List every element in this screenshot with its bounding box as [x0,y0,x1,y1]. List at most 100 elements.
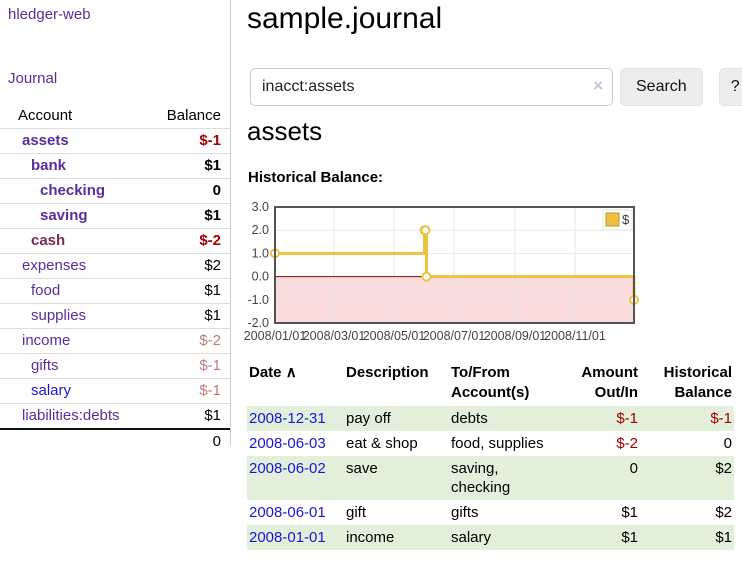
txn-balance-cell: $2 [640,456,734,500]
account-link[interactable]: expenses [22,257,87,274]
account-link[interactable]: income [22,332,71,349]
txn-date-cell: 2008-06-03 [247,431,344,456]
svg-text:2008/09/01: 2008/09/01 [484,329,547,343]
column-header: Amount Out/In [581,364,638,401]
help-button[interactable]: ? [718,68,742,106]
account-link[interactable]: cash [31,232,66,249]
account-link[interactable]: saving [40,207,88,224]
sort-asc-icon[interactable]: ∧ [285,364,297,381]
account-row: food $1 [0,278,230,303]
accounts-table: Account Balance assets $-1 bank $1 checking 0… [0,104,230,454]
search-form: × Search ? [250,68,742,106]
accounts-table-header: Account Balance [0,104,230,128]
account-balance: $-1 [199,357,221,374]
txn-date-link[interactable]: 2008-06-02 [249,460,326,477]
svg-text:2.0: 2.0 [252,223,269,237]
txn-date-cell: 2008-12-31 [247,406,344,431]
txn-accounts-cell: saving, checking [449,456,556,500]
account-row: bank $1 [0,153,230,178]
account-link[interactable]: gifts [31,357,59,374]
transaction-row: 2008-01-01 income salary $1 $1 [247,525,734,550]
search-input[interactable] [250,68,613,106]
account-row: expenses $2 [0,253,230,278]
txn-accounts-cell: food, supplies [451,435,544,452]
txn-date-link[interactable]: 2008-12-31 [249,410,326,427]
account-balance: 0 [212,182,221,199]
accounts-header-account: Account [18,107,73,124]
accounts-total-row: 0 [0,428,230,454]
account-row: gifts $-1 [0,353,230,378]
account-link[interactable]: bank [31,157,67,174]
page-title: sample.journal [247,2,443,35]
account-row: salary $-1 [0,378,230,403]
account-row: income $-2 [0,328,230,353]
account-balance: $-1 [199,132,221,149]
transactions-table: Date ∧ Description To/From Account(s) Amoun… [247,360,734,550]
transaction-row: 2008-06-02 save saving, checking 0 $2 [247,456,734,500]
column-header[interactable]: Date ∧ [249,364,297,381]
column-header: Description [346,364,429,381]
account-link[interactable]: food [31,282,61,299]
account-row: liabilities:debts $1 [0,403,230,428]
account-balance: $1 [204,282,221,299]
svg-text:2008/11/01: 2008/11/01 [544,329,606,343]
txn-balance-cell: $2 [715,504,732,521]
txn-balance-cell: 0 [723,435,732,452]
account-link[interactable]: assets [22,132,69,149]
account-row: saving $1 [0,203,230,228]
txn-balance-cell: $1 [640,525,734,550]
accounts-rows: assets $-1 bank $1 checking 0 saving $1 cash $-2 e… [0,128,230,428]
txn-accounts-cell: gifts [451,504,479,521]
chart-title: Historical Balance: [248,169,384,186]
app-title-link[interactable]: hledger-web [8,6,91,23]
account-heading: assets [247,116,323,146]
account-balance: $1 [204,307,221,324]
txn-amount-cell: 0 [556,456,640,500]
accounts-header-balance: Balance [166,107,221,124]
svg-text:1.0: 1.0 [252,246,269,260]
clear-search-icon[interactable]: × [593,76,603,95]
account-link[interactable]: checking [40,182,106,199]
sidebar-item-journal[interactable]: Journal [8,70,58,87]
account-link[interactable]: liabilities:debts [22,407,120,424]
txn-date-link[interactable]: 2008-01-01 [249,529,326,546]
account-balance: $2 [204,257,221,274]
transaction-row: 2008-06-01 gift gifts $1 $2 [247,500,734,525]
column-header: To/From Account(s) [451,364,530,401]
txn-date-cell: 2008-01-01 [247,525,344,550]
account-balance: $-2 [199,332,221,349]
svg-text:2008/03/01: 2008/03/01 [303,329,366,343]
txn-description-cell: pay off [344,406,449,431]
txn-description-cell: save [344,456,449,500]
svg-text:0.0: 0.0 [252,270,269,284]
account-row: supplies $1 [0,303,230,328]
svg-text:-2.0: -2.0 [247,316,269,330]
txn-amount-cell: $-2 [616,435,638,452]
svg-text:-1.0: -1.0 [247,293,269,307]
txn-date-link[interactable]: 2008-06-01 [249,504,326,521]
svg-text:2008/01/01: 2008/01/01 [244,329,307,343]
search-box: × [250,68,613,106]
account-row: checking 0 [0,178,230,203]
txn-date-cell: 2008-06-02 [247,456,344,500]
svg-text:2008/05/01: 2008/05/01 [363,329,426,343]
txn-balance-cell: $-1 [640,406,734,431]
account-balance: $-1 [199,382,221,399]
txn-description-cell: eat & shop [346,435,418,452]
txn-date-link[interactable]: 2008-06-03 [249,435,326,452]
historical-balance-chart: $3.0 2.0 1.0 0.0 -1.0 -2.0 2008/01/01 2008/03/0… [242,200,672,350]
search-button[interactable]: Search [620,68,703,106]
account-balance: $1 [204,207,221,224]
sidebar: hledger-web Journal Account Balance asse… [0,0,231,450]
svg-text:3.0: 3.0 [252,202,269,214]
account-balance: $-2 [199,232,221,249]
account-link[interactable]: salary [31,382,72,399]
svg-text:2008/07/01: 2008/07/01 [423,329,486,343]
svg-text:$: $ [622,212,630,227]
txn-date-cell: 2008-06-01 [247,500,344,525]
txn-description-cell: gift [346,504,367,521]
txn-amount-cell: $1 [556,525,640,550]
transaction-row: 2008-12-31 pay off debts $-1 $-1 [247,406,734,431]
account-link[interactable]: supplies [31,307,87,324]
txn-accounts-cell: debts [449,406,556,431]
